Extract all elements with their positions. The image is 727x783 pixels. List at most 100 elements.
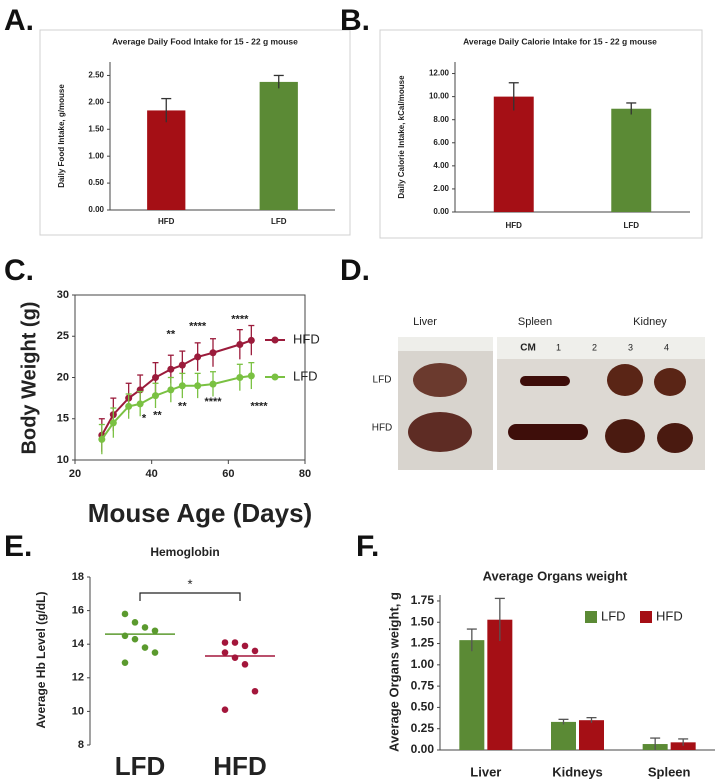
legend-marker: [271, 336, 279, 344]
y-tick-label: 0.25: [411, 721, 435, 735]
bar: [259, 81, 298, 211]
ruler-label: 2: [592, 342, 597, 352]
point: [98, 435, 106, 443]
chart-title: Average Daily Calorie Intake for 15 - 22…: [463, 36, 657, 46]
panel-label: F.: [356, 530, 379, 563]
y-tick-label: 0.00: [411, 742, 435, 756]
x-tick-label: HFD: [506, 221, 523, 230]
annotation: ****: [250, 400, 268, 412]
annotation: **: [167, 329, 176, 341]
point: [247, 336, 255, 344]
x-tick-label: Liver: [470, 764, 501, 779]
point: [194, 353, 202, 361]
x-tick-label: Kidneys: [552, 764, 603, 779]
point: [131, 619, 139, 626]
ruler-label: CM: [520, 343, 536, 354]
point: [221, 639, 229, 646]
point: [152, 392, 159, 400]
liver: [413, 363, 467, 397]
point: [136, 400, 144, 408]
y-tick-label: 10: [57, 454, 69, 466]
panel-a-frame: [39, 29, 351, 236]
y-tick-label: 1.00: [88, 151, 104, 160]
x-tick-label: HFD: [158, 217, 175, 226]
point: [151, 649, 159, 656]
y-tick-label: 0.00: [88, 205, 104, 214]
point: [241, 642, 249, 650]
point: [209, 380, 217, 388]
y-tick-label: 1.50: [411, 614, 435, 628]
x-tick-label: LFD: [271, 217, 287, 226]
annotation: **: [178, 400, 187, 412]
y-tick-label: 18: [72, 571, 84, 583]
point: [167, 365, 175, 373]
organ-photo: Liver Spleen Kidney LFD HFD CM 1 2 3 4: [372, 316, 705, 470]
y-tick-label: 0.00: [433, 207, 449, 216]
y-axis-label: Body Weight (g): [18, 302, 40, 455]
bar: [611, 108, 652, 212]
y-tick-label: 1.25: [411, 636, 435, 650]
y-tick-label: 1.00: [411, 657, 435, 671]
bar: [487, 619, 513, 750]
legend-label: LFD: [601, 608, 626, 623]
ruler: [497, 337, 705, 359]
point: [141, 644, 149, 651]
legend-label: HFD: [293, 331, 320, 346]
bar: [459, 640, 485, 750]
y-tick-label: 20: [57, 371, 69, 383]
chart-title: Average Daily Food Intake for 15 - 22 g …: [112, 36, 298, 46]
panel-label: C.: [4, 254, 34, 287]
legend-label: LFD: [293, 368, 318, 383]
x-tick-label: LFD: [623, 221, 639, 230]
y-tick-label: 2.00: [433, 184, 449, 193]
ruler-label: 1: [556, 342, 561, 352]
kidney: [654, 368, 686, 396]
panel-b-frame: [379, 29, 703, 239]
point: [247, 372, 255, 380]
panel-label: A.: [4, 4, 34, 37]
spleen: [508, 424, 588, 440]
panel-label: B.: [340, 4, 370, 37]
y-tick-label: 0.50: [411, 700, 435, 714]
y-tick-label: 10: [72, 705, 84, 717]
series-line: [101, 374, 252, 440]
ruler: [398, 337, 493, 351]
spleen: [520, 376, 570, 386]
point: [241, 661, 249, 668]
y-tick-label: 1.75: [411, 593, 435, 607]
kidney: [657, 423, 693, 453]
y-tick-label: 14: [72, 638, 85, 650]
x-tick-label: HFD: [213, 751, 266, 781]
legend-label: HFD: [656, 608, 683, 623]
organ-label: Liver: [413, 316, 437, 328]
y-axis-label: Daily Food Intake, g/mouse: [57, 84, 66, 188]
legend-swatch: [640, 611, 652, 623]
liver: [408, 412, 472, 452]
point: [236, 374, 244, 381]
point: [167, 386, 175, 394]
y-tick-label: 4.00: [433, 161, 449, 170]
point: [109, 419, 117, 427]
legend-swatch: [585, 611, 597, 623]
y-tick-label: 12: [72, 672, 84, 684]
point: [125, 402, 133, 410]
x-tick-label: 20: [69, 468, 81, 480]
row-label: LFD: [373, 375, 392, 386]
bar: [493, 96, 534, 212]
x-axis-label: Mouse Age (Days): [88, 498, 312, 528]
y-tick-label: 2.00: [88, 97, 104, 106]
organ-label: Kidney: [633, 316, 667, 328]
point: [152, 374, 159, 381]
panel-label: E.: [4, 530, 32, 563]
y-tick-label: 12.00: [429, 69, 450, 78]
point: [209, 349, 217, 357]
chart-title: Average Organs weight: [483, 568, 628, 583]
y-tick-label: 8: [78, 739, 84, 751]
organ-label: Spleen: [518, 316, 552, 328]
y-tick-label: 8.00: [433, 115, 449, 124]
y-tick-label: 0.50: [88, 178, 104, 187]
ruler-label: 4: [664, 342, 669, 352]
point: [121, 659, 129, 666]
x-tick-label: 80: [299, 468, 311, 480]
